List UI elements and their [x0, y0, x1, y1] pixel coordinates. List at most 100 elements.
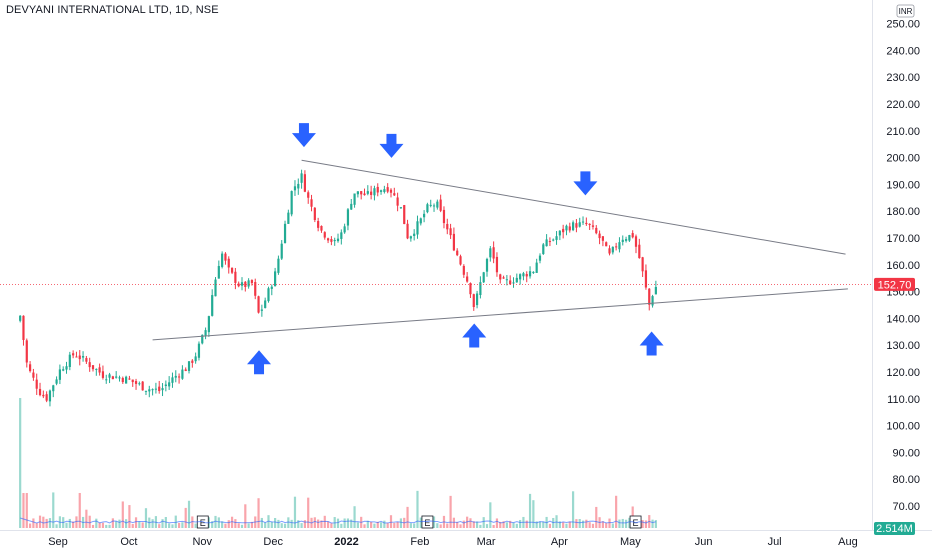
candle-body: [326, 238, 330, 241]
candle-body: [472, 294, 475, 308]
volume-bar: [320, 520, 323, 528]
price-tick-label: 130.00: [886, 340, 920, 352]
candle-body: [270, 286, 273, 289]
volume-bar: [171, 524, 174, 528]
candle-body: [360, 191, 363, 195]
volume-bar: [409, 523, 412, 528]
candle-body: [141, 381, 144, 391]
volume-average-line: [20, 517, 656, 524]
candle-body: [138, 383, 141, 385]
price-tick-label: 180.00: [886, 206, 920, 218]
candle-body: [168, 382, 171, 387]
volume-bar: [323, 515, 326, 528]
volume-bar: [393, 522, 396, 528]
price-tick-label: 160.00: [886, 260, 920, 272]
volume-bar: [416, 490, 419, 528]
volume-bar: [528, 493, 532, 528]
candle-body: [618, 242, 621, 250]
candle-body: [535, 262, 538, 273]
volume-bar: [459, 524, 462, 528]
candle-body: [608, 248, 611, 254]
candle-body: [631, 233, 634, 238]
time-tick-label: Feb: [410, 536, 429, 548]
volume-bar: [456, 521, 459, 528]
candle-body: [55, 379, 58, 384]
candle-body: [224, 253, 227, 261]
volume-bar: [535, 521, 538, 528]
price-tick-label: 90.00: [892, 447, 920, 459]
volume-bar: [376, 521, 379, 528]
volume-bar: [565, 523, 568, 528]
candle-body: [416, 221, 419, 235]
candle-body: [131, 379, 134, 383]
price-tick-label: 170.00: [886, 233, 920, 245]
candle-body: [260, 309, 263, 311]
candle-body: [638, 244, 641, 259]
candle-body: [297, 183, 300, 189]
candle-body: [287, 212, 290, 224]
candle-body: [383, 189, 386, 192]
candle-body: [624, 239, 628, 241]
candle-body: [88, 362, 91, 368]
candle-body: [274, 271, 277, 287]
candle-body: [595, 227, 598, 234]
candle-body: [221, 253, 224, 267]
candle-body: [280, 243, 283, 259]
time-axis: Sep Oct Nov Dec 2022 Feb Mar Apr May Jun Jul Aug: [48, 536, 857, 548]
volume-bar: [601, 521, 604, 528]
time-tick-label: Jun: [695, 536, 713, 548]
volume-bar: [389, 515, 393, 528]
candle-body: [634, 236, 638, 247]
candle-body: [439, 199, 442, 211]
volume-bar: [548, 523, 552, 528]
volume-bar: [641, 520, 644, 528]
candle-body: [340, 232, 343, 239]
arrow-markers: [247, 123, 664, 375]
volume-bar: [588, 522, 591, 528]
volume-bar: [436, 523, 439, 528]
volume-bar: [283, 523, 287, 528]
candle-body: [419, 218, 422, 224]
candle-body: [379, 190, 383, 192]
candle-body: [158, 386, 161, 392]
candle-body: [591, 225, 595, 227]
volume-bar: [28, 523, 32, 528]
volume-bar: [141, 522, 144, 528]
candle-body: [353, 193, 356, 205]
volume-bar: [366, 520, 369, 528]
volume-bar: [307, 497, 310, 528]
candle-body: [396, 197, 399, 206]
volume-bar: [346, 518, 350, 528]
candle-body: [644, 270, 648, 288]
volume-bar: [370, 521, 373, 528]
time-tick-label: Aug: [838, 536, 858, 548]
volume-bar: [293, 496, 297, 528]
candle-body: [35, 379, 38, 389]
volume-bar: [350, 519, 353, 528]
time-tick-label: 2022: [334, 536, 358, 548]
candle-body: [283, 223, 287, 244]
candle-body: [75, 356, 78, 358]
volume-bar: [515, 523, 518, 528]
candle-body: [95, 368, 98, 370]
candle-body: [452, 233, 456, 251]
candle-body: [562, 228, 565, 233]
candle-body: [81, 356, 85, 358]
candle-body: [115, 376, 118, 378]
volume-bar: [575, 519, 578, 528]
volume-bar: [379, 522, 383, 528]
candle-body: [350, 203, 353, 210]
candle-body: [462, 265, 465, 275]
volume-bar: [585, 519, 588, 528]
volume-bar: [502, 521, 505, 528]
candle-body: [552, 239, 555, 241]
volume-bar: [621, 518, 624, 528]
candle-body: [330, 239, 333, 242]
candle-body: [105, 379, 108, 381]
volume-bar: [591, 523, 595, 528]
candle-body: [320, 225, 323, 231]
currency-badge[interactable]: [896, 4, 915, 18]
volume-bar: [250, 521, 254, 528]
price-tick-label: 250.00: [886, 19, 920, 31]
